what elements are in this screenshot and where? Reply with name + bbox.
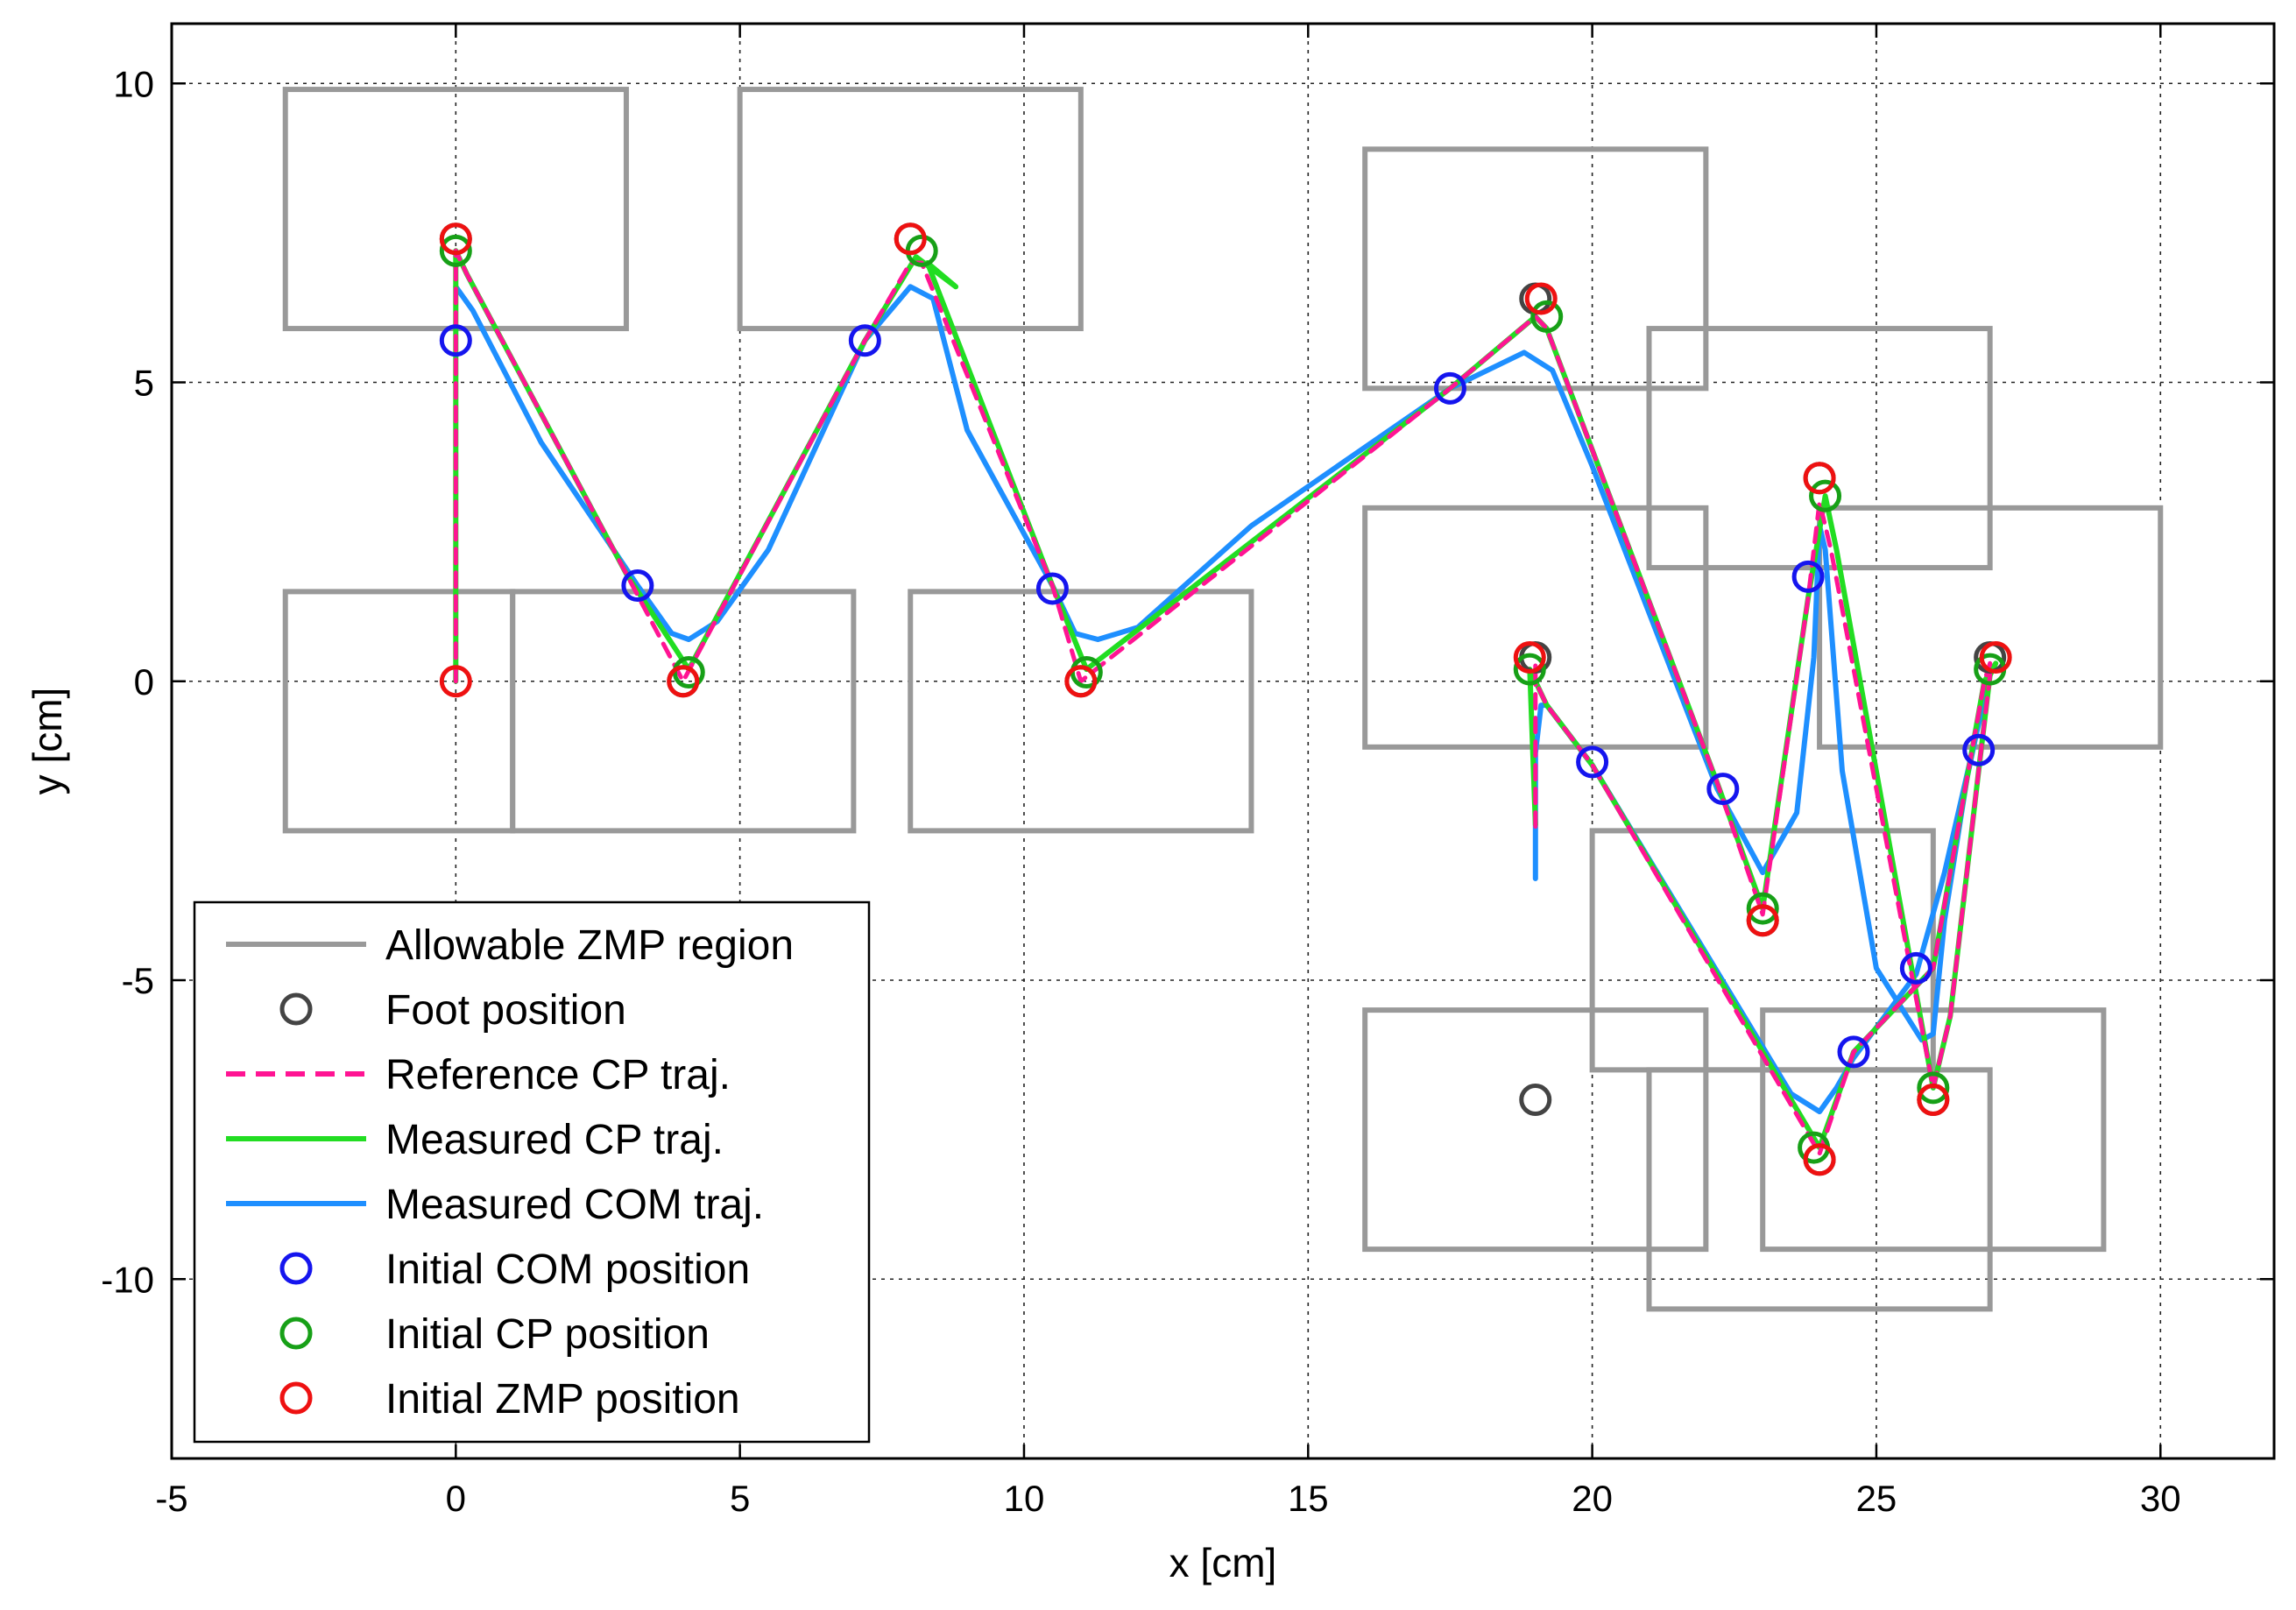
initial-com-marker	[848, 324, 881, 357]
initial-com-marker	[621, 569, 654, 603]
initial-com-marker	[1791, 560, 1825, 593]
initial-zmp-marker	[1979, 640, 2012, 674]
legend-marker	[279, 992, 313, 1026]
initial-cp-marker	[1746, 892, 1779, 925]
y-tick-label: -10	[101, 1259, 154, 1300]
zmp-region-rect	[1817, 505, 2164, 750]
legend-item: Measured COM traj.	[226, 1182, 764, 1228]
initial-cp-marker	[1809, 479, 1842, 512]
initial-zmp-marker	[1524, 282, 1558, 315]
initial-cp-marker	[1513, 653, 1546, 686]
legend-item: Reference CP traj.	[226, 1052, 731, 1098]
zmp-region-rect	[510, 589, 857, 834]
initial-com-marker	[1576, 745, 1609, 779]
x-tick-label: 0	[446, 1478, 466, 1519]
zmp-regions	[282, 87, 2164, 1312]
y-axis-title: y [cm]	[25, 688, 70, 795]
legend-item: Measured CP traj.	[226, 1117, 724, 1163]
initial-zmp-marker	[667, 665, 700, 698]
legend-item: Initial COM position	[279, 1246, 750, 1293]
legend-label: Reference CP traj.	[385, 1052, 731, 1098]
initial-zmp-marker	[894, 222, 927, 256]
initial-zmp-marker	[1803, 1143, 1836, 1176]
y-tick-label: 10	[113, 63, 154, 104]
x-tick-label: 15	[1288, 1478, 1329, 1519]
zmp-region-rect	[1362, 1007, 1709, 1253]
foot-position-marker	[1519, 1084, 1552, 1116]
initial-com-marker	[1837, 1035, 1870, 1069]
reference-cp-line	[453, 248, 1993, 1156]
initial-zmp-marker	[1513, 640, 1546, 674]
legend-label: Initial CP position	[385, 1311, 710, 1358]
legend-box	[193, 900, 871, 1444]
legend-label: Measured CP traj.	[385, 1117, 724, 1163]
x-tick-label: 25	[1856, 1478, 1897, 1519]
y-tick-label: 0	[134, 661, 154, 703]
initial-zmp-marker	[1746, 904, 1779, 937]
initial-zmp-marker	[439, 665, 472, 698]
legend-label: Initial ZMP position	[385, 1376, 740, 1423]
ticks	[170, 24, 2274, 1458]
legend: Allowable ZMP region Foot position Referen…	[193, 900, 871, 1444]
y-tick-label: -5	[122, 960, 154, 1001]
legend-marker	[279, 1381, 313, 1415]
legend-marker	[279, 1252, 313, 1285]
initial-cp-marker	[439, 234, 472, 267]
legend-item: Foot position	[279, 987, 626, 1034]
legend-item: Allowable ZMP region	[226, 922, 794, 969]
initial-com-marker	[1433, 371, 1466, 405]
x-tick-label: -5	[155, 1478, 187, 1519]
legend-label: Measured COM traj.	[385, 1182, 764, 1228]
zmp-region-rect	[908, 589, 1254, 834]
markers	[439, 222, 2012, 1176]
x-tick-label: 10	[1004, 1478, 1045, 1519]
initial-cp-marker	[1917, 1071, 1950, 1105]
initial-com-marker	[1899, 951, 1932, 985]
initial-com-marker	[1706, 773, 1740, 806]
initial-com-marker	[1035, 572, 1069, 605]
initial-zmp-marker	[1917, 1084, 1950, 1116]
legend-item: Initial ZMP position	[279, 1376, 740, 1423]
x-tick-label: 5	[730, 1478, 750, 1519]
initial-zmp-marker	[439, 222, 472, 256]
initial-com-marker	[1962, 733, 1996, 766]
y-tick-label: 5	[134, 363, 154, 404]
initial-zmp-marker	[1064, 665, 1098, 698]
x-tick-label: 30	[2140, 1478, 2181, 1519]
series-lines	[453, 248, 1999, 1156]
legend-item: Initial CP position	[279, 1311, 710, 1358]
legend-marker	[279, 1317, 313, 1350]
legend-label: Foot position	[385, 987, 626, 1034]
initial-com-marker	[439, 324, 472, 357]
x-axis-title: x [cm]	[1169, 1540, 1277, 1585]
legend-label: Initial COM position	[385, 1246, 750, 1293]
axes-frame	[170, 22, 2276, 1460]
initial-cp-marker	[1530, 300, 1564, 333]
x-tick-label: 20	[1572, 1478, 1613, 1519]
zmp-region-rect	[1646, 1067, 1993, 1312]
zmp-region-rect	[1362, 146, 1709, 392]
zmp-region-rect	[737, 87, 1084, 332]
initial-zmp-marker	[1803, 462, 1836, 495]
tick-labels: -5 0 5 10 15 20 25 30 -10 -5 0 5 10	[101, 63, 2180, 1519]
legend-label: Allowable ZMP region	[385, 922, 794, 969]
